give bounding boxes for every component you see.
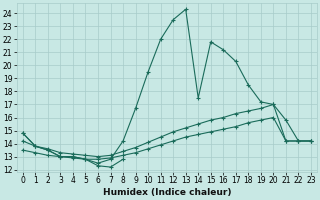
X-axis label: Humidex (Indice chaleur): Humidex (Indice chaleur) <box>103 188 231 197</box>
